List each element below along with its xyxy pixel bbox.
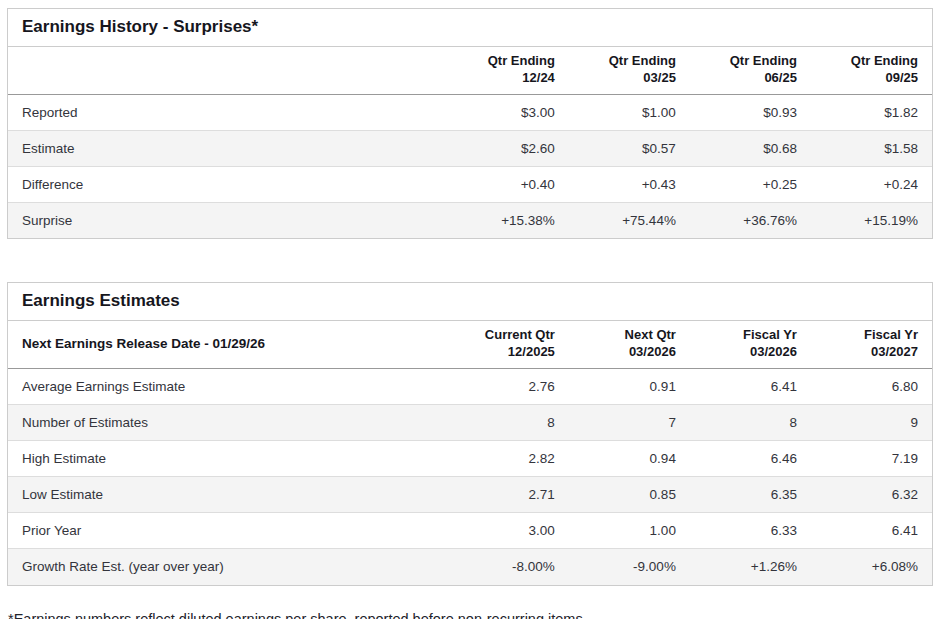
cell-value: +15.19% — [811, 202, 932, 238]
column-header-line: 03/2027 — [871, 344, 918, 359]
earnings-history-panel: Earnings History - Surprises* Qtr Ending… — [7, 8, 933, 239]
column-header-qtr-0625: Qtr Ending 06/25 — [690, 47, 811, 94]
cell-value: 7 — [569, 405, 690, 441]
cell-value: $0.57 — [569, 130, 690, 166]
column-header-fiscal-yr-2026: Fiscal Yr 03/2026 — [690, 321, 811, 368]
row-label: Difference — [8, 166, 448, 202]
cell-value: 0.91 — [569, 369, 690, 405]
next-earnings-release-date: Next Earnings Release Date - 01/29/26 — [8, 321, 448, 368]
cell-value: 0.94 — [569, 441, 690, 477]
cell-value: +0.40 — [448, 166, 569, 202]
column-header-line: Current Qtr — [485, 327, 555, 342]
cell-value: +0.25 — [690, 166, 811, 202]
cell-value: 3.00 — [448, 513, 569, 549]
column-header-line: 03/25 — [643, 70, 676, 85]
earnings-estimates-header-row: Next Earnings Release Date - 01/29/26 Cu… — [8, 321, 932, 368]
column-header-qtr-0325: Qtr Ending 03/25 — [569, 47, 690, 94]
row-label: Surprise — [8, 202, 448, 238]
table-row-surprise: Surprise +15.38% +75.44% +36.76% +15.19% — [8, 202, 932, 238]
cell-value: 2.82 — [448, 441, 569, 477]
column-header-current-qtr: Current Qtr 12/2025 — [448, 321, 569, 368]
row-label: Prior Year — [8, 513, 448, 549]
row-label: High Estimate — [8, 441, 448, 477]
row-label: Estimate — [8, 130, 448, 166]
cell-value: 6.35 — [690, 477, 811, 513]
column-header-qtr-0925: Qtr Ending 09/25 — [811, 47, 932, 94]
table-row-estimate: Estimate $2.60 $0.57 $0.68 $1.58 — [8, 130, 932, 166]
cell-value: +0.43 — [569, 166, 690, 202]
column-header-line: 03/2026 — [629, 344, 676, 359]
cell-value: 6.32 — [811, 477, 932, 513]
cell-value: +6.08% — [811, 549, 932, 585]
column-header-line: Next Qtr — [625, 327, 676, 342]
page: Earnings History - Surprises* Qtr Ending… — [0, 0, 940, 619]
table-row-prior-year: Prior Year 3.00 1.00 6.33 6.41 — [8, 513, 932, 549]
table-row-number-of-estimates: Number of Estimates 8 7 8 9 — [8, 405, 932, 441]
cell-value: +15.38% — [448, 202, 569, 238]
cell-value: 7.19 — [811, 441, 932, 477]
cell-value: 6.80 — [811, 369, 932, 405]
column-header-line: 12/24 — [522, 70, 555, 85]
cell-value: $1.82 — [811, 94, 932, 130]
column-header-line: Qtr Ending — [730, 53, 797, 68]
cell-value: $2.60 — [448, 130, 569, 166]
table-row-difference: Difference +0.40 +0.43 +0.25 +0.24 — [8, 166, 932, 202]
column-header-line: Fiscal Yr — [743, 327, 797, 342]
column-header-line: Qtr Ending — [609, 53, 676, 68]
earnings-estimates-panel: Earnings Estimates Next Earnings Release… — [7, 282, 933, 585]
cell-value: 8 — [690, 405, 811, 441]
column-header-line: 12/2025 — [508, 344, 555, 359]
earnings-footnote: *Earnings numbers reflect diluted earnin… — [8, 611, 933, 619]
earnings-estimates-table: Next Earnings Release Date - 01/29/26 Cu… — [8, 321, 932, 584]
cell-value: 2.76 — [448, 369, 569, 405]
cell-value: $3.00 — [448, 94, 569, 130]
column-header-line: 03/2026 — [750, 344, 797, 359]
column-header-next-qtr: Next Qtr 03/2026 — [569, 321, 690, 368]
table-row-average-earnings-estimate: Average Earnings Estimate 2.76 0.91 6.41… — [8, 369, 932, 405]
cell-value: 6.41 — [811, 513, 932, 549]
earnings-history-table: Qtr Ending 12/24 Qtr Ending 03/25 Qtr Endi… — [8, 47, 932, 238]
cell-value: 1.00 — [569, 513, 690, 549]
table-row-high-estimate: High Estimate 2.82 0.94 6.46 7.19 — [8, 441, 932, 477]
row-label: Low Estimate — [8, 477, 448, 513]
cell-value: -9.00% — [569, 549, 690, 585]
row-label: Number of Estimates — [8, 405, 448, 441]
cell-value: $0.93 — [690, 94, 811, 130]
cell-value: 9 — [811, 405, 932, 441]
cell-value: 2.71 — [448, 477, 569, 513]
earnings-history-header-row: Qtr Ending 12/24 Qtr Ending 03/25 Qtr Endi… — [8, 47, 932, 94]
cell-value: $0.68 — [690, 130, 811, 166]
empty-header-cell — [8, 47, 448, 94]
cell-value: 6.33 — [690, 513, 811, 549]
row-label: Average Earnings Estimate — [8, 369, 448, 405]
column-header-line: Fiscal Yr — [864, 327, 918, 342]
cell-value: +75.44% — [569, 202, 690, 238]
column-header-line: 09/25 — [885, 70, 918, 85]
column-header-qtr-1224: Qtr Ending 12/24 — [448, 47, 569, 94]
cell-value: 0.85 — [569, 477, 690, 513]
row-label: Reported — [8, 94, 448, 130]
cell-value: 8 — [448, 405, 569, 441]
row-label: Growth Rate Est. (year over year) — [8, 549, 448, 585]
table-row-reported: Reported $3.00 $1.00 $0.93 $1.82 — [8, 94, 932, 130]
table-row-growth-rate-estimate: Growth Rate Est. (year over year) -8.00%… — [8, 549, 932, 585]
cell-value: $1.58 — [811, 130, 932, 166]
earnings-estimates-title: Earnings Estimates — [8, 283, 932, 321]
cell-value: $1.00 — [569, 94, 690, 130]
cell-value: +1.26% — [690, 549, 811, 585]
column-header-line: Qtr Ending — [851, 53, 918, 68]
cell-value: 6.41 — [690, 369, 811, 405]
cell-value: -8.00% — [448, 549, 569, 585]
column-header-line: 06/25 — [764, 70, 797, 85]
column-header-line: Qtr Ending — [488, 53, 555, 68]
earnings-history-title: Earnings History - Surprises* — [8, 9, 932, 47]
cell-value: +36.76% — [690, 202, 811, 238]
table-row-low-estimate: Low Estimate 2.71 0.85 6.35 6.32 — [8, 477, 932, 513]
cell-value: 6.46 — [690, 441, 811, 477]
cell-value: +0.24 — [811, 166, 932, 202]
column-header-fiscal-yr-2027: Fiscal Yr 03/2027 — [811, 321, 932, 368]
